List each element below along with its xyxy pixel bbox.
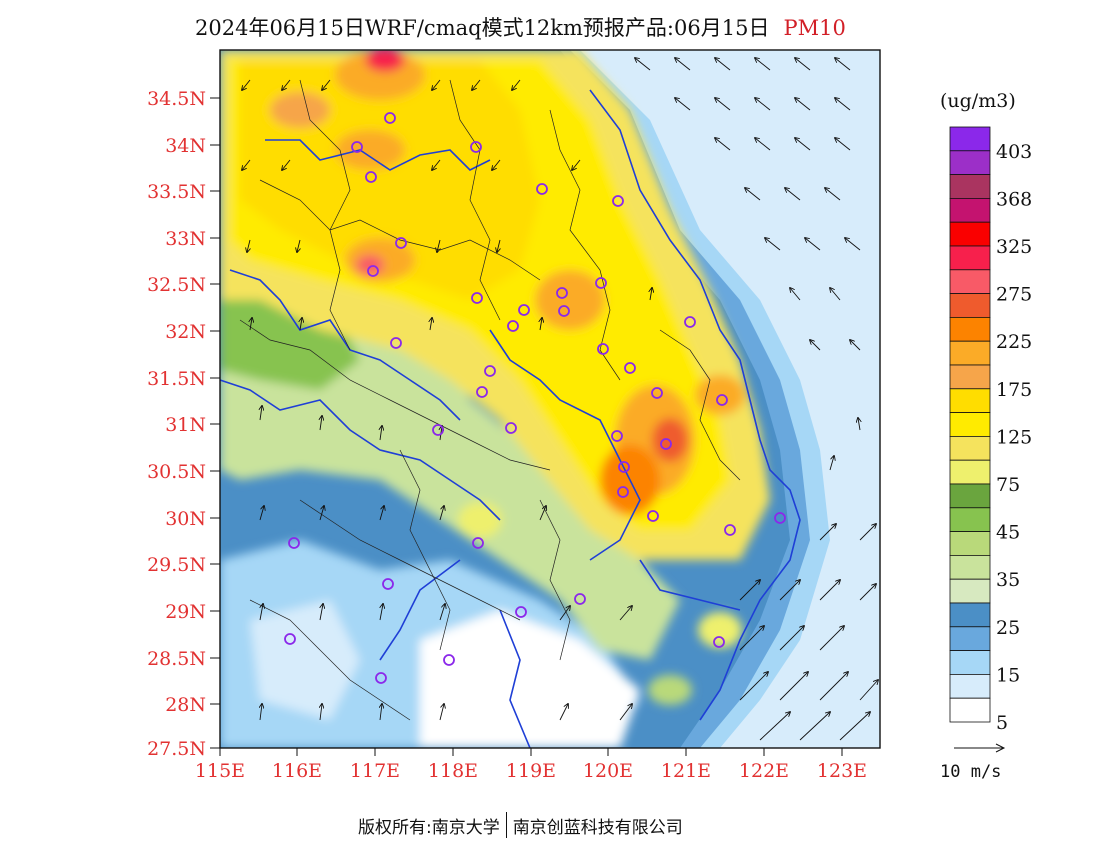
lat-label: 31N (165, 414, 206, 436)
concentration-field (220, 50, 880, 748)
legend-swatch (949, 555, 991, 580)
lat-label: 30.5N (147, 461, 206, 483)
lon-label: 123E (817, 760, 867, 782)
legend-swatch (949, 697, 991, 723)
legend-swatch (949, 674, 991, 699)
lat-label: 29.5N (147, 554, 206, 576)
legend-label: 225 (996, 331, 1032, 353)
lat-label: 34N (165, 135, 206, 157)
legend-swatch (949, 174, 991, 199)
lat-label: 31.5N (147, 368, 206, 390)
legend-label: 403 (996, 141, 1032, 163)
legend-swatch (949, 483, 991, 509)
lon-label: 118E (428, 760, 478, 782)
map-title: 2024年06月15日WRF/cmaq模式12km预报产品:06月15日 PM10 (195, 12, 955, 42)
copyright-text: 版权所有:南京大学 (358, 817, 500, 838)
title-text: 2024年06月15日WRF/cmaq模式12km预报产品:06月15日 (195, 16, 770, 40)
legend-swatch (949, 293, 991, 318)
legend-swatch (949, 435, 991, 461)
legend-swatch (949, 245, 991, 271)
wind-reference-arrow (954, 743, 1006, 753)
footer-separator (505, 812, 507, 838)
lat-label: 34.5N (147, 88, 206, 110)
lon-label: 116E (272, 760, 322, 782)
legend-label: 175 (996, 379, 1032, 401)
lon-label: 120E (583, 760, 633, 782)
legend-swatch (949, 269, 991, 294)
monitoring-sites (284, 112, 786, 684)
lon-label: 115E (195, 760, 245, 782)
legend-label: 75 (996, 474, 1020, 496)
lon-axis: 115E 116E 117E 118E 119E 120E 121E 122E … (195, 748, 867, 782)
map-frame (219, 49, 881, 749)
lat-label: 28N (165, 694, 206, 716)
legend-swatch (949, 531, 991, 556)
lat-axis: 34.5N 34N 33.5N 33N 32.5N 32N 31.5N 31N … (147, 88, 220, 760)
product-label: PM10 (783, 16, 846, 40)
province-borders (220, 139, 741, 748)
lat-label: 33N (165, 228, 206, 250)
legend-label: 25 (996, 617, 1020, 639)
legend-swatch (949, 221, 991, 247)
legend-swatch (949, 578, 991, 604)
lon-label: 119E (506, 760, 556, 782)
lat-label: 29N (165, 601, 206, 623)
legend-swatch (949, 602, 991, 628)
legend-swatch (949, 340, 991, 366)
legend-swatch (949, 126, 991, 152)
lon-label: 121E (661, 760, 711, 782)
legend-label: 15 (996, 664, 1020, 686)
legend-label: 368 (996, 188, 1032, 210)
lat-label: 33.5N (147, 181, 206, 203)
legend-unit: (ug/m3) (940, 90, 1016, 112)
legend-swatch (949, 459, 991, 485)
legend-swatch (949, 316, 991, 342)
legend-swatch (949, 388, 991, 413)
legend-label: 5 (996, 712, 1008, 734)
coastline (589, 89, 801, 721)
legend-swatch (949, 507, 991, 532)
wind-vectors (242, 58, 878, 741)
lat-label: 32N (165, 321, 206, 343)
footer: 版权所有:南京大学 南京创蓝科技有限公司 (358, 810, 683, 840)
legend-swatch (949, 364, 991, 390)
legend-swatch (949, 197, 991, 223)
legend-label: 125 (996, 426, 1032, 448)
legend-swatch (949, 150, 991, 176)
wind-reference-label: 10 m/s (940, 762, 1002, 782)
legend-swatch (949, 626, 991, 651)
legend-swatch (949, 412, 991, 437)
color-legend: 403 368 325 275 225 175 125 75 45 35 25 15 5 (949, 126, 1032, 734)
legend-swatch (949, 650, 991, 675)
lat-label: 30N (165, 508, 206, 530)
lat-label: 32.5N (147, 274, 206, 296)
lon-label: 122E (739, 760, 789, 782)
legend-label: 45 (996, 522, 1020, 544)
legend-label: 35 (996, 569, 1020, 591)
lat-label: 28.5N (147, 648, 206, 670)
lon-label: 117E (350, 760, 400, 782)
lat-label: 27.5N (147, 738, 206, 760)
company-text: 南京创蓝科技有限公司 (512, 817, 683, 838)
legend-label: 325 (996, 236, 1032, 258)
legend-label: 275 (996, 284, 1032, 306)
